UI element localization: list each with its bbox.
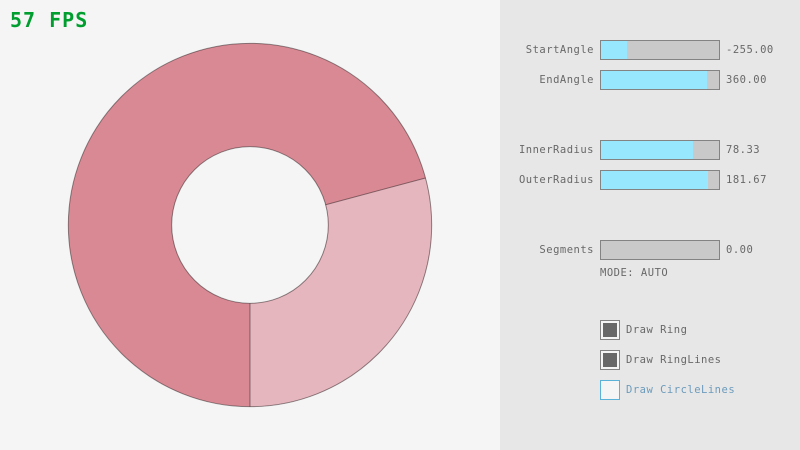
draw-circlelines-checkbox[interactable]: Draw CircleLines <box>600 380 735 400</box>
endangle-slider[interactable] <box>600 70 720 90</box>
controls-panel: StartAngle -255.00 EndAngle 360.00 Inner… <box>500 0 800 450</box>
fps-counter: 57 FPS <box>10 8 89 32</box>
slider-row-outerradius: OuterRadius 181.67 <box>500 170 800 190</box>
draw-circlelines-checkbox-label: Draw CircleLines <box>626 384 736 396</box>
startangle-slider[interactable] <box>600 40 720 60</box>
ring-outer-outline <box>67 42 433 408</box>
slider-row-startangle: StartAngle -255.00 <box>500 40 800 60</box>
outerradius-value: 181.67 <box>726 174 767 186</box>
slider-row-segments: Segments 0.00 <box>500 240 800 260</box>
innerradius-slider-fill <box>601 141 694 159</box>
endangle-slider-fill <box>601 71 708 89</box>
startangle-value: -255.00 <box>726 44 774 56</box>
draw-circlelines-checkbox-box[interactable] <box>600 380 620 400</box>
segments-mode-text: MODE: AUTO <box>600 267 669 279</box>
draw-ring-checkbox-label: Draw Ring <box>626 324 688 336</box>
innerradius-label: InnerRadius <box>518 144 594 156</box>
outerradius-label: OuterRadius <box>518 174 594 186</box>
endangle-value: 360.00 <box>726 74 767 86</box>
endangle-label: EndAngle <box>539 74 594 86</box>
outerradius-slider-fill <box>601 171 709 189</box>
draw-ringlines-checkbox-label: Draw RingLines <box>626 354 722 366</box>
ring-start-edge-line <box>325 177 426 206</box>
ring-inner-outline <box>171 146 329 304</box>
draw-ring-checkbox[interactable]: Draw Ring <box>600 320 687 340</box>
draw-ring-checkbox-box[interactable] <box>600 320 620 340</box>
segments-slider[interactable] <box>600 240 720 260</box>
segments-value: 0.00 <box>726 244 754 256</box>
innerradius-value: 78.33 <box>726 144 761 156</box>
innerradius-slider[interactable] <box>600 140 720 160</box>
startangle-label: StartAngle <box>525 44 594 56</box>
draw-ringlines-checkbox[interactable]: Draw RingLines <box>600 350 722 370</box>
draw-ringlines-checkbox-box[interactable] <box>600 350 620 370</box>
slider-row-endangle: EndAngle 360.00 <box>500 70 800 90</box>
outerradius-slider[interactable] <box>600 170 720 190</box>
ring-single-region <box>250 177 432 407</box>
segments-label: Segments <box>539 244 594 256</box>
startangle-slider-fill <box>601 41 627 59</box>
slider-row-innerradius: InnerRadius 78.33 <box>500 140 800 160</box>
